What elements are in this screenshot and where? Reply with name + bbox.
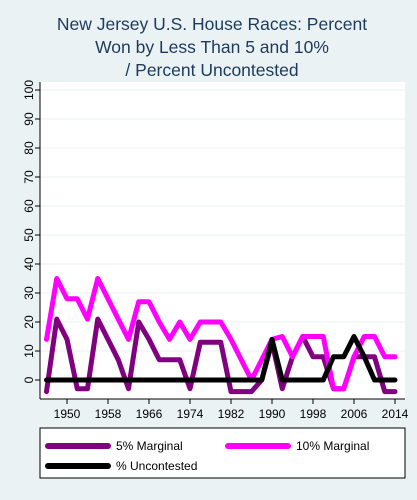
y-tick-label: 0	[22, 376, 36, 383]
x-tick-label: 1958	[95, 407, 122, 421]
legend: 5% Marginal 10% Marginal % Uncontested	[39, 427, 406, 479]
series-lines	[44, 276, 398, 395]
y-tick-label: 90	[22, 112, 36, 126]
legend-label-uncontested: % Uncontested	[116, 459, 197, 473]
series-line-uncontested	[44, 334, 398, 383]
y-tick-label: 10	[22, 344, 36, 358]
legend-label-5pct: 5% Marginal	[116, 439, 183, 453]
x-tick-label: 1950	[54, 407, 81, 421]
x-tick-label: 1974	[177, 407, 204, 421]
x-tick-label: 1990	[259, 407, 286, 421]
y-tick-label: 40	[22, 257, 36, 271]
x-tick-label: 1998	[300, 407, 327, 421]
y-tick-label: 80	[22, 141, 36, 155]
title-line-2: Won by Less Than 5 and 10%	[95, 37, 329, 57]
y-tick-label: 50	[22, 228, 36, 242]
y-tick-label: 20	[22, 315, 36, 329]
y-tick-label: 100	[22, 80, 36, 100]
title-line-1: New Jersey U.S. House Races: Percent	[57, 14, 367, 34]
x-tick-label: 1982	[218, 407, 245, 421]
y-tick-label: 70	[22, 170, 36, 184]
x-tick-label: 1966	[136, 407, 163, 421]
y-tick-label: 30	[22, 286, 36, 300]
y-tick-label: 60	[22, 199, 36, 213]
x-ticks: 1950 1958 1966 1974 1982 1990 1998 2006 2014	[54, 399, 409, 421]
x-tick-label: 2006	[341, 407, 368, 421]
chart-title: New Jersey U.S. House Races: Percent Won…	[57, 14, 367, 80]
legend-label-10pct: 10% Marginal	[296, 439, 369, 453]
y-ticks: 0 10 20 30 40 50 60 70 80 90 100	[22, 80, 40, 383]
legend-box	[39, 427, 406, 479]
x-tick-label: 2014	[382, 407, 409, 421]
title-line-3: / Percent Uncontested	[125, 60, 298, 80]
series-line-10pct-marginal	[44, 276, 398, 392]
